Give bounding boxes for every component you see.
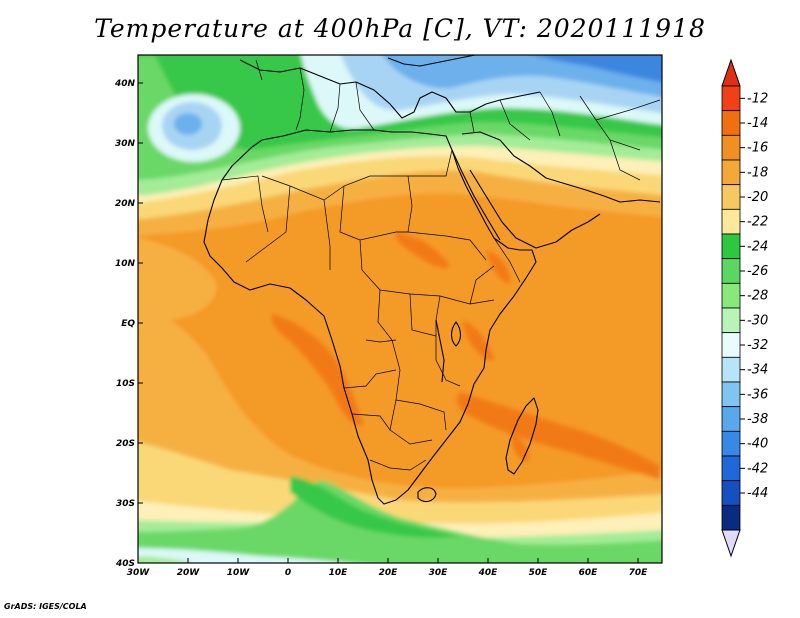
great-lakes bbox=[435, 319, 462, 383]
colorbar-swatch bbox=[721, 258, 741, 284]
colorbar-swatch bbox=[721, 504, 741, 531]
colorbar-swatch bbox=[721, 110, 741, 136]
colorbar-label: -26 bbox=[747, 264, 768, 279]
colorbar-label: -12 bbox=[747, 91, 768, 106]
madagascar-coastline bbox=[505, 397, 539, 475]
colorbar-label: -28 bbox=[747, 289, 768, 304]
longitude-axis: 30W 20W 10W 0 10E 20E 30E 40E 50E 60E 70E bbox=[127, 558, 648, 578]
colorbar-swatch bbox=[721, 282, 741, 309]
lat-tick-label: 30S bbox=[116, 499, 135, 509]
coastlines-and-borders bbox=[203, 55, 661, 505]
red-sea-coastline bbox=[451, 149, 501, 241]
colorbar-label: -16 bbox=[747, 141, 768, 156]
lon-tick-label: 40E bbox=[478, 568, 499, 578]
colorbar-label: -20 bbox=[747, 190, 768, 205]
map-frame bbox=[137, 54, 663, 564]
colorbar-label: -22 bbox=[747, 215, 768, 230]
grads-credit: GrADS: IGES/COLA bbox=[4, 602, 87, 611]
colorbar-legend: -12 -14 -16 -18 -20 -22 -24 -26 -28 -30 -32 -34 -36 -… bbox=[721, 58, 768, 558]
lon-tick-label: 60E bbox=[579, 568, 599, 578]
lat-tick-label: 20N bbox=[115, 199, 136, 209]
lon-tick-label: 50E bbox=[529, 568, 549, 578]
temperature-field bbox=[138, 55, 662, 563]
colorbar-label: -38 bbox=[747, 412, 768, 427]
colorbar-swatch bbox=[721, 455, 741, 482]
colorbar-label: -30 bbox=[747, 313, 768, 328]
lon-tick-label: 10E bbox=[329, 568, 349, 578]
colorbar-swatch bbox=[721, 134, 741, 161]
europe-coastline bbox=[239, 55, 541, 119]
colorbar-label: -18 bbox=[747, 165, 768, 180]
map-title: Temperature at 400hPa [C], VT: 202011191… bbox=[94, 14, 706, 43]
lon-tick-label: 30E bbox=[429, 568, 449, 578]
colorbar-label: -24 bbox=[747, 239, 768, 254]
lon-tick-label: 70E bbox=[629, 568, 649, 578]
lat-tick-label: 30N bbox=[115, 139, 136, 149]
colorbar-swatch bbox=[721, 208, 741, 235]
lon-tick-label: 10W bbox=[227, 568, 251, 578]
lat-tick-label: 40N bbox=[114, 79, 136, 89]
colorbar-label: -14 bbox=[747, 116, 768, 131]
colorbar-label: -32 bbox=[747, 338, 768, 353]
colorbar-swatch bbox=[721, 356, 741, 383]
lat-tick-label: 10N bbox=[115, 259, 136, 269]
lesotho-outline bbox=[417, 487, 437, 503]
colorbar-label: -36 bbox=[747, 387, 768, 402]
lat-tick-label: EQ bbox=[121, 319, 135, 329]
lon-tick-label: 30W bbox=[127, 568, 151, 578]
latitude-axis: 40N 30N 20N 10N EQ 10S 20S 30S 40S bbox=[114, 79, 143, 569]
colorbar-swatch bbox=[721, 184, 741, 210]
lat-tick-label: 10S bbox=[116, 379, 135, 389]
colorbar-label: -40 bbox=[747, 437, 768, 452]
africa-coastline bbox=[203, 129, 537, 505]
colorbar-swatch bbox=[721, 85, 741, 112]
colorbar-swatch bbox=[721, 307, 741, 334]
colorbar-swatch bbox=[721, 233, 741, 260]
colorbar-top-arrow bbox=[721, 58, 741, 87]
colorbar-swatch bbox=[721, 332, 741, 358]
lon-tick-label: 20W bbox=[177, 568, 201, 578]
lat-tick-label: 20S bbox=[116, 439, 135, 449]
lat-tick-label: 40S bbox=[115, 559, 135, 569]
arabia-coastline bbox=[461, 131, 661, 249]
colorbar-swatch bbox=[721, 406, 741, 432]
country-borders bbox=[221, 59, 661, 471]
colorbar-label: -44 bbox=[747, 486, 768, 501]
colorbar-swatch bbox=[721, 381, 741, 408]
colorbar-swatch bbox=[721, 159, 741, 186]
lon-tick-label: 0 bbox=[285, 568, 291, 578]
colorbar-swatch bbox=[721, 430, 741, 457]
colorbar-bottom-arrow bbox=[721, 529, 741, 558]
colorbar-label: -42 bbox=[747, 461, 768, 476]
colorbar-label: -34 bbox=[747, 363, 768, 378]
lon-tick-label: 20E bbox=[379, 568, 399, 578]
colorbar-swatch bbox=[721, 480, 741, 506]
